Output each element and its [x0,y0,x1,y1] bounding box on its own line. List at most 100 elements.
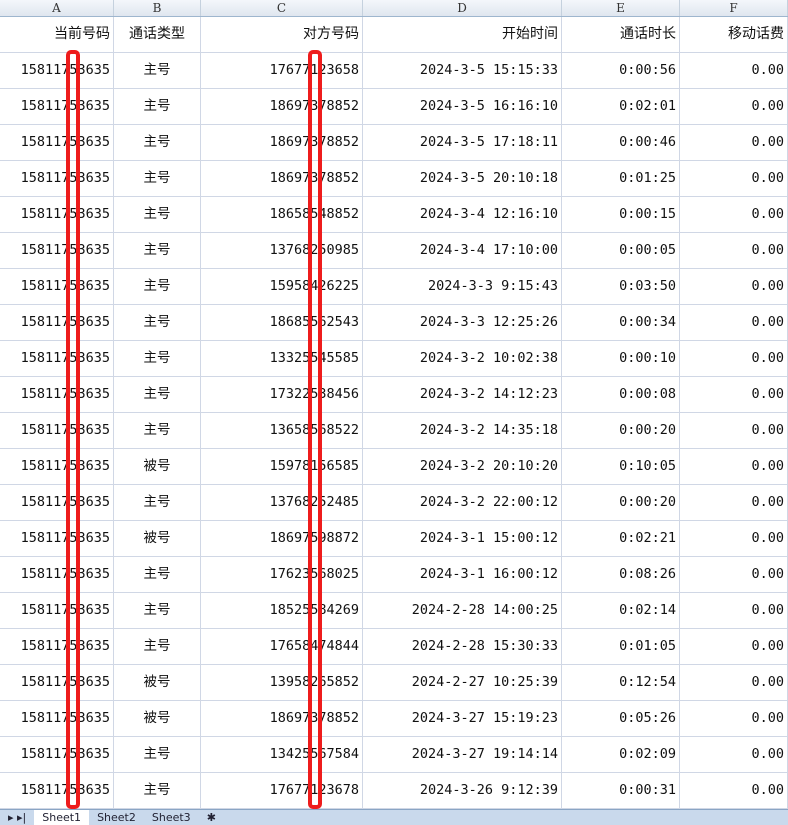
cell-fee[interactable]: 0.00 [680,665,788,700]
cell-call-type[interactable]: 被号 [114,521,201,556]
insert-sheet-icon[interactable]: ✱ [206,811,216,824]
cell-fee[interactable]: 0.00 [680,53,788,88]
column-header-e[interactable]: E [562,0,680,16]
cell-current-number[interactable]: 15811753635 [0,269,114,304]
cell-fee[interactable]: 0.00 [680,161,788,196]
cell-fee[interactable]: 0.00 [680,629,788,664]
cell-header-duration[interactable]: 通话时长 [562,17,680,52]
cell-other-number[interactable]: 13658568522 [201,413,363,448]
cell-current-number[interactable]: 15811753635 [0,557,114,592]
cell-duration[interactable]: 0:00:20 [562,413,680,448]
cell-current-number[interactable]: 15811753635 [0,665,114,700]
cell-call-type[interactable]: 主号 [114,341,201,376]
cell-start-time[interactable]: 2024-3-5 16:16:10 [363,89,562,124]
cell-other-number[interactable]: 13768252485 [201,485,363,520]
cell-fee[interactable]: 0.00 [680,377,788,412]
column-header-a[interactable]: A [0,0,114,16]
cell-other-number[interactable]: 18697378852 [201,125,363,160]
cell-fee[interactable]: 0.00 [680,197,788,232]
cell-duration[interactable]: 0:00:05 [562,233,680,268]
cell-call-type[interactable]: 主号 [114,485,201,520]
tab-sheet1[interactable]: Sheet1 [34,810,90,825]
column-header-f[interactable]: F [680,0,788,16]
cell-header-other-number[interactable]: 对方号码 [201,17,363,52]
cell-other-number[interactable]: 18697598872 [201,521,363,556]
cell-start-time[interactable]: 2024-3-4 12:16:10 [363,197,562,232]
cell-duration[interactable]: 0:02:21 [562,521,680,556]
cell-call-type[interactable]: 主号 [114,269,201,304]
cell-duration[interactable]: 0:08:26 [562,557,680,592]
cell-current-number[interactable]: 15811753635 [0,377,114,412]
cell-start-time[interactable]: 2024-3-27 15:19:23 [363,701,562,736]
cell-start-time[interactable]: 2024-3-2 22:00:12 [363,485,562,520]
tab-nav-arrows[interactable]: ▸ ▸| [8,811,27,824]
cell-other-number[interactable]: 13425567584 [201,737,363,772]
cell-other-number[interactable]: 18525584269 [201,593,363,628]
cell-current-number[interactable]: 15811753635 [0,521,114,556]
cell-call-type[interactable]: 主号 [114,593,201,628]
cell-fee[interactable]: 0.00 [680,449,788,484]
cell-current-number[interactable]: 15811753635 [0,89,114,124]
cell-duration[interactable]: 0:10:05 [562,449,680,484]
cell-fee[interactable]: 0.00 [680,305,788,340]
cell-duration[interactable]: 0:02:09 [562,737,680,772]
cell-other-number[interactable]: 13325545585 [201,341,363,376]
cell-duration[interactable]: 0:05:26 [562,701,680,736]
cell-duration[interactable]: 0:00:56 [562,53,680,88]
cell-call-type[interactable]: 主号 [114,197,201,232]
cell-call-type[interactable]: 主号 [114,305,201,340]
cell-fee[interactable]: 0.00 [680,701,788,736]
cell-duration[interactable]: 0:03:50 [562,269,680,304]
cell-current-number[interactable]: 15811753635 [0,485,114,520]
cell-fee[interactable]: 0.00 [680,233,788,268]
cell-call-type[interactable]: 主号 [114,377,201,412]
cell-other-number[interactable]: 18685562543 [201,305,363,340]
cell-fee[interactable]: 0.00 [680,485,788,520]
cell-current-number[interactable]: 15811753635 [0,197,114,232]
cell-duration[interactable]: 0:02:01 [562,89,680,124]
cell-current-number[interactable]: 15811753635 [0,449,114,484]
cell-start-time[interactable]: 2024-3-2 14:12:23 [363,377,562,412]
cell-start-time[interactable]: 2024-3-5 17:18:11 [363,125,562,160]
cell-call-type[interactable]: 主号 [114,53,201,88]
cell-call-type[interactable]: 主号 [114,773,201,808]
cell-call-type[interactable]: 主号 [114,161,201,196]
cell-start-time[interactable]: 2024-2-28 15:30:33 [363,629,562,664]
cell-current-number[interactable]: 15811753635 [0,737,114,772]
cell-fee[interactable]: 0.00 [680,521,788,556]
cell-fee[interactable]: 0.00 [680,593,788,628]
cell-other-number[interactable]: 13768250985 [201,233,363,268]
cell-start-time[interactable]: 2024-3-2 10:02:38 [363,341,562,376]
cell-start-time[interactable]: 2024-3-27 19:14:14 [363,737,562,772]
cell-other-number[interactable]: 13958265852 [201,665,363,700]
cell-current-number[interactable]: 15811753635 [0,233,114,268]
cell-other-number[interactable]: 17322538456 [201,377,363,412]
cell-call-type[interactable]: 被号 [114,449,201,484]
cell-call-type[interactable]: 主号 [114,737,201,772]
cell-fee[interactable]: 0.00 [680,737,788,772]
cell-start-time[interactable]: 2024-2-27 10:25:39 [363,665,562,700]
cell-other-number[interactable]: 18658548852 [201,197,363,232]
cell-start-time[interactable]: 2024-3-3 9:15:43 [363,269,562,304]
cell-fee[interactable]: 0.00 [680,341,788,376]
cell-current-number[interactable]: 15811753635 [0,629,114,664]
cell-fee[interactable]: 0.00 [680,773,788,808]
cell-call-type[interactable]: 主号 [114,233,201,268]
cell-call-type[interactable]: 主号 [114,125,201,160]
cell-duration[interactable]: 0:00:20 [562,485,680,520]
cell-current-number[interactable]: 15811753635 [0,773,114,808]
cell-current-number[interactable]: 15811753635 [0,53,114,88]
cell-current-number[interactable]: 15811753635 [0,701,114,736]
cell-start-time[interactable]: 2024-3-3 12:25:26 [363,305,562,340]
cell-current-number[interactable]: 15811753635 [0,305,114,340]
column-header-b[interactable]: B [114,0,201,16]
cell-start-time[interactable]: 2024-3-2 14:35:18 [363,413,562,448]
cell-duration[interactable]: 0:00:15 [562,197,680,232]
cell-duration[interactable]: 0:00:08 [562,377,680,412]
tab-sheet3[interactable]: Sheet3 [151,811,191,824]
cell-call-type[interactable]: 被号 [114,701,201,736]
cell-start-time[interactable]: 2024-2-28 14:00:25 [363,593,562,628]
cell-duration[interactable]: 0:00:31 [562,773,680,808]
cell-call-type[interactable]: 主号 [114,413,201,448]
cell-duration[interactable]: 0:00:34 [562,305,680,340]
